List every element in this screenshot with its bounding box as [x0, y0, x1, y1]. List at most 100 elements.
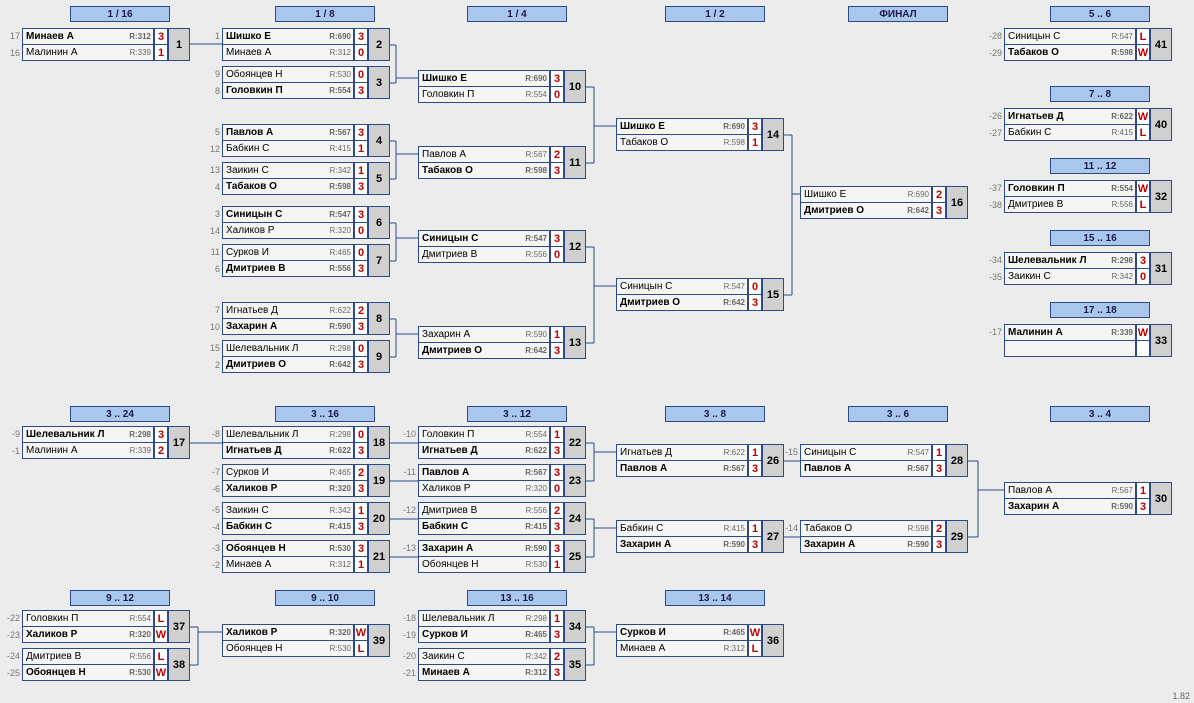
player-rating: R:598 — [323, 182, 353, 191]
player-name: Малинин А — [23, 47, 123, 58]
seed — [202, 443, 220, 459]
score: 2 — [550, 502, 564, 519]
player-name: Шелевальник Л — [1005, 255, 1105, 266]
player-row: Минаев АR:312 — [616, 640, 748, 657]
player-rating: R:415 — [519, 522, 549, 531]
player-rating: R:590 — [1105, 502, 1135, 511]
score: 0 — [1136, 268, 1150, 285]
match-number: 12 — [564, 230, 586, 263]
seed — [398, 87, 416, 103]
match-number: 23 — [564, 464, 586, 497]
player-name: Обоянцев Н — [419, 559, 519, 570]
player-row: Головкин ПR:554 — [1004, 180, 1136, 197]
score: L — [1136, 196, 1150, 213]
player-row: Павлов АR:567 — [616, 460, 748, 477]
player-name: Головкин П — [1005, 183, 1105, 194]
seed — [398, 481, 416, 497]
player-rating: R:690 — [901, 190, 931, 199]
player-row: Синицын СR:547 — [418, 230, 550, 247]
player-name: Шелевальник Л — [419, 613, 519, 624]
player-rating: R:556 — [1105, 200, 1135, 209]
player-name: Сурков И — [223, 247, 323, 258]
score: W — [1136, 180, 1150, 197]
player-name: Обоянцев Н — [223, 69, 323, 80]
player-row: Игнатьев ДR:622 — [222, 302, 354, 319]
player-row: Головкин ПR:554 — [22, 610, 154, 627]
player-name: Шелевальник Л — [223, 343, 323, 354]
player-row: Захарин АR:590 — [418, 326, 550, 343]
score: 3 — [354, 318, 368, 335]
match: -5-4Заикин СR:342Бабкин СR:4151320 — [202, 502, 377, 536]
match-number: 24 — [564, 502, 586, 535]
player-rating: R:530 — [323, 70, 353, 79]
score: 1 — [550, 610, 564, 627]
player-rating: R:554 — [1105, 184, 1135, 193]
score: 2 — [354, 464, 368, 481]
seed: -14 — [780, 520, 798, 536]
player-row: Игнатьев ДR:622 — [418, 442, 550, 459]
round-header: 3 .. 6 — [848, 406, 948, 422]
player-rating: R:298 — [1105, 256, 1135, 265]
player-row: Бабкин СR:415 — [1004, 124, 1136, 141]
player-rating: R:598 — [717, 138, 747, 147]
score: 3 — [154, 426, 168, 443]
seed: -29 — [984, 45, 1002, 61]
player-name: Захарин А — [1005, 501, 1105, 512]
seed: 13 — [202, 162, 220, 178]
player-rating: R:339 — [123, 446, 153, 455]
match: -28-29Синицын СR:547Табаков ОR:598LW41 — [984, 28, 1159, 62]
match: -20-21Заикин СR:342Минаев АR:3122335 — [398, 648, 573, 682]
player-rating: R:547 — [717, 282, 747, 291]
player-name: Минаев А — [617, 643, 717, 654]
score: 1 — [932, 444, 946, 461]
player-row: Шишко ЕR:690 — [800, 186, 932, 203]
player-row: Шелевальник ЛR:298 — [1004, 252, 1136, 269]
player-name: Сурков И — [223, 467, 323, 478]
player-row: Табаков ОR:598 — [616, 134, 748, 151]
score: 3 — [932, 536, 946, 553]
match-number: 31 — [1150, 252, 1172, 285]
player-name: Дмитриев В — [23, 651, 123, 662]
seed: -9 — [2, 426, 20, 442]
seed: -22 — [2, 610, 20, 626]
seed: -25 — [2, 665, 20, 681]
seed: 11 — [202, 244, 220, 260]
match-number: 11 — [564, 146, 586, 179]
round-header: 7 .. 8 — [1050, 86, 1150, 102]
score: 3 — [932, 202, 946, 219]
seed — [780, 203, 798, 219]
match: 152Шелевальник ЛR:298Дмитриев ОR:642039 — [202, 340, 377, 374]
player-row: Минаев АR:312 — [222, 44, 354, 61]
seed: -3 — [202, 540, 220, 556]
score: 3 — [550, 464, 564, 481]
seed — [398, 326, 416, 342]
player-name: Халиков Р — [419, 483, 519, 494]
seed — [596, 537, 614, 553]
score: W — [354, 624, 368, 641]
player-rating: R:598 — [519, 166, 549, 175]
match-number: 19 — [368, 464, 390, 497]
match: 98Обоянцев НR:530Головкин ПR:554033 — [202, 66, 377, 100]
player-rating: R:622 — [323, 446, 353, 455]
player-name: Павлов А — [419, 467, 519, 478]
score: 3 — [1136, 498, 1150, 515]
seed: 7 — [202, 302, 220, 318]
match-number: 16 — [946, 186, 968, 219]
player-name: Синицын С — [617, 281, 717, 292]
player-row: Заикин СR:342 — [1004, 268, 1136, 285]
player-name: Табаков О — [419, 165, 519, 176]
seed: 3 — [202, 206, 220, 222]
round-header: 9 .. 10 — [275, 590, 375, 606]
player-name: Захарин А — [223, 321, 323, 332]
seed — [984, 482, 1002, 498]
player-row: Игнатьев ДR:622 — [1004, 108, 1136, 125]
seed: -8 — [202, 426, 220, 442]
score: 2 — [932, 186, 946, 203]
seed — [398, 247, 416, 263]
player-rating: R:342 — [323, 166, 353, 175]
player-name: Игнатьев Д — [617, 447, 717, 458]
player-row: Шелевальник ЛR:298 — [222, 426, 354, 443]
match: -17Малинин АR:339W33 — [984, 324, 1159, 358]
score: 3 — [354, 260, 368, 277]
player-name: Бабкин С — [223, 143, 323, 154]
